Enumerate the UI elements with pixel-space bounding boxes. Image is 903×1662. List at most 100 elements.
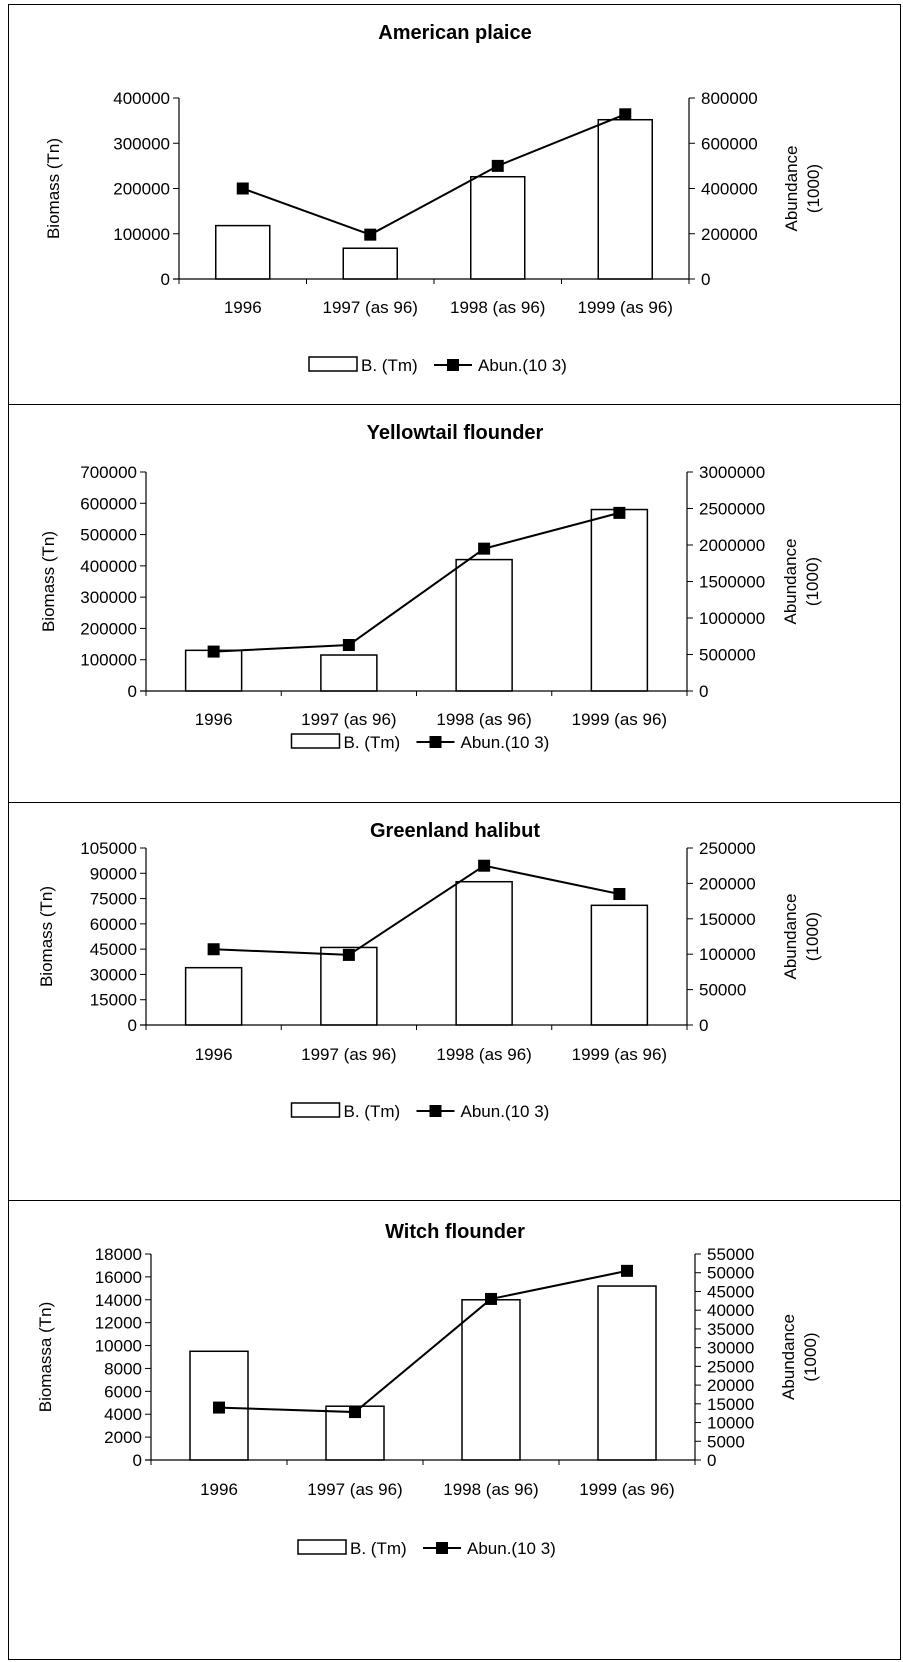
y2-tick-label: 1000000 [699,609,765,628]
y-tick-label: 600000 [80,494,137,513]
y2-tick-label: 0 [699,682,708,701]
abundance-point [613,506,626,519]
y2-tick-label: 20000 [707,1376,754,1395]
y2-tick-label: 200000 [701,225,758,244]
bar [470,175,526,280]
bar [320,654,378,692]
y2-tick-label: 150000 [699,910,756,929]
y-tick-label: 0 [161,270,170,289]
y-tick-label: 300000 [80,588,137,607]
y2-tick-label: 10000 [707,1414,754,1433]
y2-tick-label: 25000 [707,1357,754,1376]
y-tick-label: 0 [133,1451,142,1470]
legend-bar-label: B. (Tm) [361,356,418,375]
y2-tick-label: 2500000 [699,500,765,519]
y-tick-label: 300000 [113,134,170,153]
x-tick-label: 1996 [195,1045,233,1064]
legend-line-marker [429,1105,442,1117]
legend-bar-label: B. (Tm) [350,1539,407,1558]
y2-tick-label: 3000000 [699,463,765,482]
legend-bar-swatch [297,1539,347,1555]
y2-tick-label: 0 [701,270,710,289]
abundance-point [213,1401,225,1414]
legend-bar-swatch [290,733,341,749]
y2-tick-label: 55000 [707,1245,754,1264]
y2-axis-label: Abundance (1000) [782,145,823,231]
chart-panel-american-plaice: American plaice 0 100000 200000 300000 400000… [8,4,901,406]
bar [455,880,513,1026]
y2-axis-label-line: Abundance [781,538,800,624]
x-tick-label: 1999 (as 96) [572,710,667,729]
y-tick-label: 0 [128,1016,137,1035]
abundance-point [478,542,491,555]
bar [597,118,653,280]
abundance-point [619,108,632,121]
y2-tick-label: 0 [699,1016,708,1035]
chart-svg: Witch flounder 0 2000 4000 6000 8000 10000 1200… [36,1221,820,1558]
legend-line-label: Abun.(10 3) [461,733,550,752]
y-tick-label: 200000 [80,619,137,638]
y2-tick-label: 0 [707,1451,716,1470]
x-tick-label: 1998 (as 96) [436,1045,531,1064]
y-tick-label: 16000 [95,1268,142,1287]
abundance-line [218,1269,628,1414]
x-tick-label: 1998 (as 96) [436,710,531,729]
y-tick-label: 500000 [80,526,137,545]
x-tick-label: 1996 [200,1480,238,1499]
y-tick-label: 100000 [80,651,137,670]
y2-tick-label: 15000 [707,1395,754,1414]
y2-axis-label: Abundance (1000) [779,1314,820,1400]
chart-title: American plaice [378,22,531,44]
x-tick-label: 1997 (as 96) [307,1480,402,1499]
x-tick-label: 1996 [224,298,262,317]
legend-line-marker [436,1542,448,1554]
y2-axis-label-line: Abundance [781,893,800,979]
abundance-line [213,511,620,653]
y-tick-label: 105000 [80,839,137,858]
abundance-point [485,1292,497,1305]
abundance-point [207,645,220,658]
y2-tick-label: 45000 [707,1282,754,1301]
abundance-point [207,943,220,956]
y-tick-label: 400000 [80,557,137,576]
legend-bar-label: B. (Tm) [344,733,401,752]
y2-tick-label: 250000 [699,839,756,858]
y2-tick-label: 30000 [707,1339,754,1358]
y-tick-label: 90000 [90,864,137,883]
abundance-point [613,888,626,901]
y-axis-label: Biomass (Tn) [39,531,58,632]
y-tick-label: 8000 [104,1359,142,1378]
chart-title: Witch flounder [385,1221,525,1243]
y2-tick-label: 600000 [701,134,758,153]
bar [455,558,513,692]
y-tick-label: 75000 [90,890,137,909]
y2-tick-label: 35000 [707,1320,754,1339]
bar [215,224,271,280]
y2-axis-label-line: (1000) [803,557,822,606]
y-tick-label: 45000 [90,940,137,959]
chart-panel-witch-flounder: Witch flounder 0 2000 4000 6000 8000 10000 1200… [8,1200,901,1660]
abundance-point [478,859,491,872]
y-tick-label: 200000 [113,180,170,199]
y-tick-label: 14000 [95,1291,142,1310]
bar [461,1299,521,1461]
chart-panel-greenland-halibut: Greenland halibut 0 15000 30000 45000 60000 75… [8,802,901,1202]
y-axis-label: Biomassa (Tn) [36,1302,55,1413]
y2-tick-label: 2000000 [699,536,765,555]
y2-tick-label: 1500000 [699,573,765,592]
bar [342,247,398,280]
chart-svg: American plaice 0 100000 200000 300000 400000… [44,22,823,375]
legend-bar-label: B. (Tm) [344,1102,401,1121]
x-tick-label: 1997 (as 96) [301,1045,396,1064]
y2-tick-label: 400000 [701,180,758,199]
y2-tick-label: 500000 [699,646,756,665]
y-tick-label: 0 [128,682,137,701]
legend-line-label: Abun.(10 3) [478,356,567,375]
x-tick-label: 1999 (as 96) [578,298,673,317]
y-tick-label: 700000 [80,463,137,482]
chart-panel-yellowtail-flounder: Yellowtail flounder 0 100000 200000 300000 40… [8,404,901,804]
chart-title: Yellowtail flounder [367,422,544,444]
abundance-point [236,182,249,195]
y-tick-label: 30000 [90,965,137,984]
y-tick-label: 15000 [90,991,137,1010]
